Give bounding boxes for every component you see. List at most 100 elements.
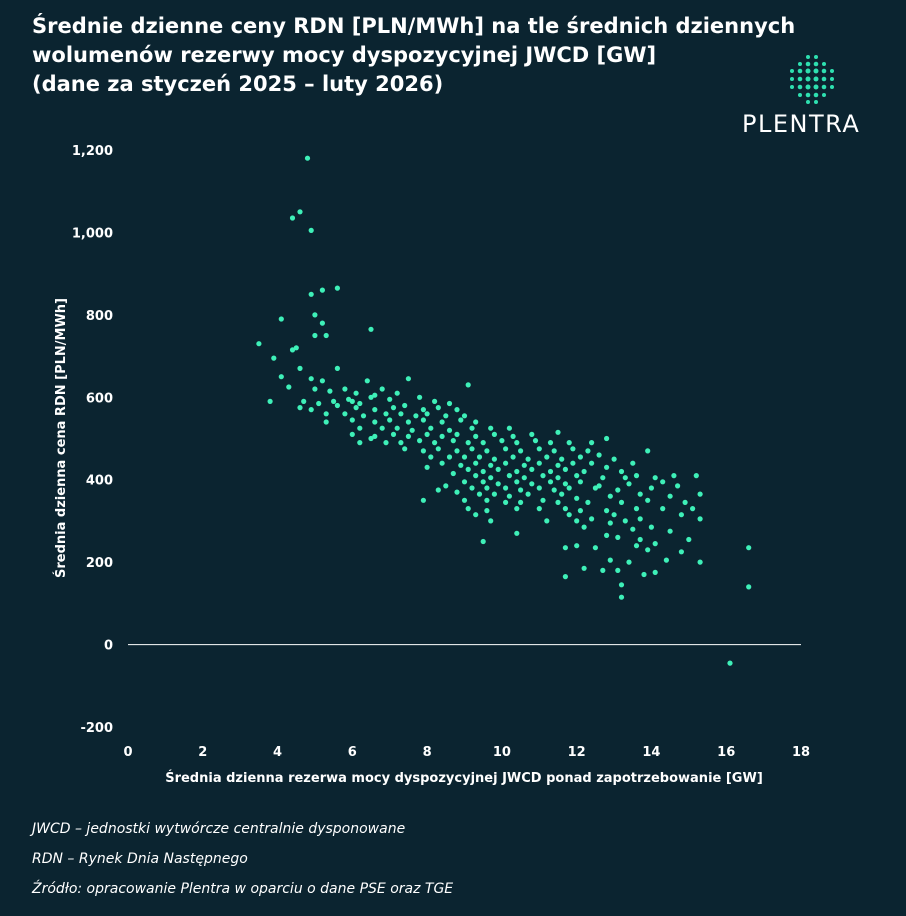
data-point xyxy=(308,291,314,297)
data-point xyxy=(293,345,299,351)
data-point xyxy=(503,485,509,491)
data-point xyxy=(506,473,512,479)
data-point xyxy=(465,382,471,388)
data-point xyxy=(424,411,430,417)
data-point xyxy=(349,431,355,437)
data-point xyxy=(446,427,453,433)
data-point xyxy=(301,398,307,404)
data-point xyxy=(607,520,613,526)
data-point xyxy=(424,464,430,470)
data-point xyxy=(267,398,273,404)
data-point xyxy=(503,446,509,452)
data-point xyxy=(420,497,426,503)
data-point xyxy=(286,384,292,390)
data-point xyxy=(678,549,685,555)
data-point xyxy=(540,473,546,479)
data-point xyxy=(562,574,569,580)
data-point xyxy=(387,417,393,423)
logo-text: PLENTRA xyxy=(742,110,861,138)
data-point xyxy=(604,508,610,514)
data-point xyxy=(450,438,456,444)
data-point xyxy=(372,407,378,413)
y-tick-label: 1,000 xyxy=(72,226,113,241)
data-point xyxy=(491,431,497,437)
data-point xyxy=(469,425,475,431)
data-point xyxy=(518,499,524,505)
chart-title: Średnie dzienne ceny RDN [PLN/MWh] na tl… xyxy=(32,12,795,99)
data-point xyxy=(532,438,539,444)
y-tick-label: 0 xyxy=(104,639,113,654)
data-point xyxy=(577,479,584,485)
data-point xyxy=(446,454,453,460)
data-point xyxy=(622,518,628,524)
x-tick-label: 2 xyxy=(198,745,207,760)
data-point xyxy=(697,516,703,522)
data-point xyxy=(514,530,520,536)
data-point xyxy=(562,506,569,512)
data-point xyxy=(589,516,595,522)
x-tick-label: 18 xyxy=(792,745,810,760)
data-point xyxy=(334,365,340,371)
data-point xyxy=(454,407,460,413)
data-point xyxy=(697,559,703,565)
data-point xyxy=(405,433,411,439)
data-point xyxy=(349,398,355,404)
data-point xyxy=(428,454,434,460)
data-point xyxy=(746,545,752,551)
data-point xyxy=(473,512,479,518)
data-point xyxy=(589,460,595,466)
data-point xyxy=(476,491,483,497)
data-point xyxy=(491,491,497,497)
y-tick-label: 800 xyxy=(86,309,113,324)
data-point xyxy=(551,487,557,493)
data-point xyxy=(461,479,468,485)
data-point xyxy=(641,571,647,578)
data-point xyxy=(667,528,673,534)
y-tick-label: 600 xyxy=(86,391,113,406)
data-point xyxy=(585,448,591,454)
data-point xyxy=(626,559,632,565)
data-point xyxy=(488,518,494,524)
data-point xyxy=(555,429,561,435)
data-point xyxy=(570,460,576,466)
data-point xyxy=(566,512,572,518)
data-point xyxy=(368,435,374,442)
data-point xyxy=(499,438,505,444)
plentra-logo: PLENTRA xyxy=(740,54,890,144)
data-point xyxy=(387,396,393,402)
data-point xyxy=(652,569,658,575)
data-point xyxy=(435,487,441,493)
data-point xyxy=(435,405,441,411)
data-point xyxy=(652,541,658,547)
data-point xyxy=(443,413,449,419)
data-point xyxy=(342,386,348,392)
title-line-3: (dane za styczeń 2025 – luty 2026) xyxy=(32,72,444,96)
data-point xyxy=(383,411,389,417)
data-point xyxy=(604,435,610,442)
data-point xyxy=(633,473,640,479)
data-point xyxy=(417,394,423,400)
data-point xyxy=(577,454,584,460)
data-point xyxy=(727,660,733,666)
data-point xyxy=(746,584,752,590)
x-tick-label: 6 xyxy=(348,745,357,760)
data-point xyxy=(420,417,426,423)
data-point xyxy=(439,419,445,425)
data-point xyxy=(353,405,359,411)
data-point xyxy=(473,433,479,439)
data-point xyxy=(383,440,389,446)
data-point xyxy=(405,419,411,425)
data-point xyxy=(618,499,625,505)
data-point xyxy=(604,464,610,470)
data-point xyxy=(484,448,490,454)
data-point xyxy=(297,365,303,371)
data-point xyxy=(476,454,483,460)
data-point xyxy=(357,440,363,446)
data-point xyxy=(611,512,617,518)
y-tick-label: 1,200 xyxy=(72,144,113,159)
data-point xyxy=(645,547,651,553)
data-point xyxy=(645,448,651,454)
data-point xyxy=(536,446,542,452)
data-point xyxy=(633,543,640,549)
data-point xyxy=(600,475,606,481)
